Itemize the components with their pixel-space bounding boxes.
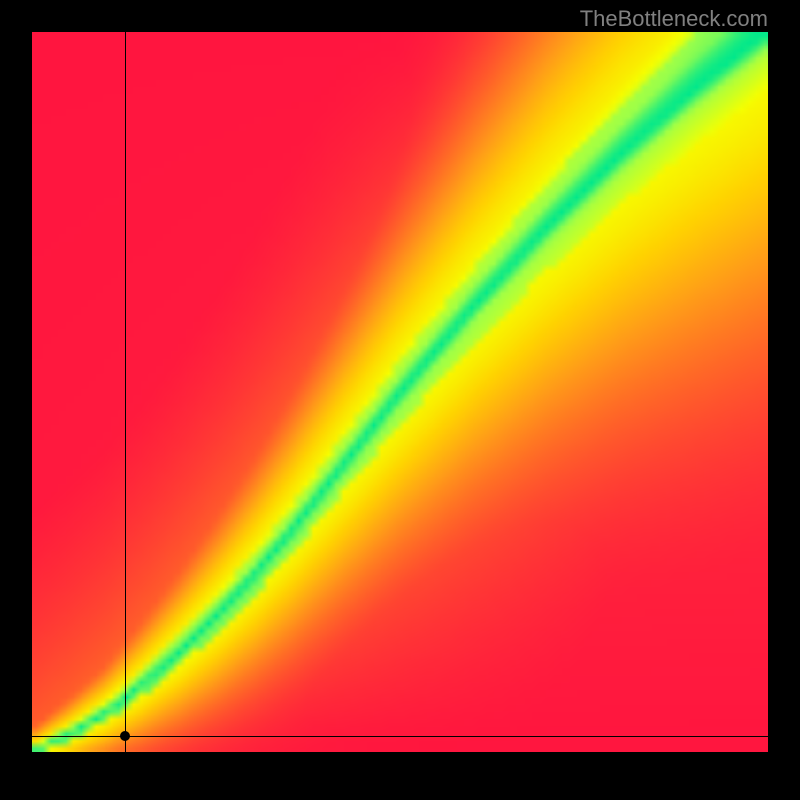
heatmap-canvas <box>32 32 768 752</box>
crosshair-vertical <box>125 32 126 752</box>
heatmap-plot <box>32 32 768 752</box>
watermark-text: TheBottleneck.com <box>580 6 768 32</box>
crosshair-horizontal <box>32 736 768 737</box>
selection-marker <box>120 731 130 741</box>
